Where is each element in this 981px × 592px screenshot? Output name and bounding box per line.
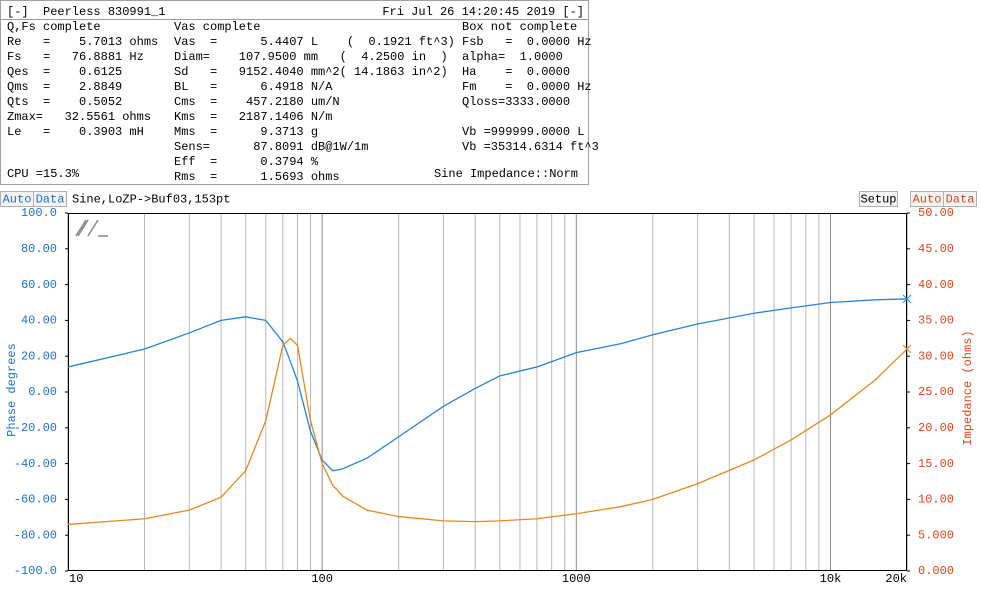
y-tick-label: -20.00	[14, 421, 57, 435]
y2-tick-label: 35.00	[918, 314, 954, 328]
logo	[75, 219, 108, 237]
y-tick-label: 0.00	[28, 385, 57, 399]
series-line	[67, 298, 908, 472]
x-tick-label: 1000	[562, 572, 591, 586]
y-tick-label: -60.00	[14, 493, 57, 507]
parameter-row: Qloss=3333.0000	[462, 95, 571, 109]
parameter-row: Sens= 87.8091 dB@1W/1m	[174, 140, 369, 154]
parameter-row: Fsb = 0.0000 Hz	[462, 35, 592, 49]
column-title: Q,Fs complete	[7, 20, 101, 34]
parameter-row: Re = 5.7013 ohms	[7, 35, 159, 49]
y-tick-label: -100.0	[14, 564, 57, 578]
parameter-row: Mms = 9.3713 g	[174, 125, 319, 139]
header-title: [-] Peerless 830991_1	[7, 5, 166, 19]
parameter-row: Vb =999999.0000 L	[462, 125, 585, 139]
parameter-row: Qes = 0.6125	[7, 65, 123, 79]
parameter-row: BL = 6.4918 N/A	[174, 80, 333, 94]
chart-background	[0, 189, 981, 591]
plot-frame	[68, 213, 907, 571]
setup-button[interactable]	[859, 191, 898, 207]
parameter-row: Kms = 2187.1406 N/m	[174, 110, 333, 124]
y-tick-label: 80.00	[21, 242, 57, 256]
y2-tick-label: 10.00	[918, 493, 954, 507]
y2-tick-label: 25.00	[918, 385, 954, 399]
parameter-row: Zmax= 32.5561 ohms	[7, 110, 152, 124]
parameter-row: Ha = 0.0000	[462, 65, 571, 79]
y2-tick-label: 45.00	[918, 242, 954, 256]
y2-tick-label: 15.00	[918, 457, 954, 471]
y-tick-label: -80.00	[14, 528, 57, 542]
header-date: Fri Jul 26 14:20:45 2019 [-]	[382, 5, 584, 19]
auto-button-label[interactable]: Auto	[913, 193, 942, 207]
y-tick-label: 40.00	[21, 314, 57, 328]
setup-button-label[interactable]: Setup	[860, 193, 896, 207]
parameter-row: Sd = 9152.4040 mm^2( 14.1863 in^2)	[174, 65, 448, 79]
parameter-row: Eff = 0.3794 %	[174, 155, 319, 169]
y-axis-title: Phase degrees	[5, 343, 19, 437]
auto-button-label[interactable]: Auto	[3, 193, 32, 207]
data-button-label[interactable]: Data	[946, 193, 975, 207]
parameter-row: Vas = 5.4407 L ( 0.1921 ft^3)	[174, 35, 455, 49]
x-tick-label: 10k	[820, 572, 842, 586]
separator	[1, 19, 588, 20]
column-title: Box not complete	[462, 20, 578, 34]
y-tick-label: -40.00	[14, 457, 57, 471]
data-button[interactable]	[33, 191, 67, 207]
y2-tick-label: 20.00	[918, 421, 954, 435]
y-tick-label: 100.0	[21, 206, 57, 220]
trace-info: Sine,LoZP->Buf03,153pt	[72, 193, 230, 207]
parameter-row: Qms = 2.8849	[7, 80, 123, 94]
y2-tick-label: 30.00	[918, 349, 954, 363]
parameter-row: Cms = 457.2180 um/N	[174, 95, 340, 109]
y2-tick-label: 50.00	[918, 206, 954, 220]
cursor-marker	[902, 294, 912, 304]
parameter-row: Le = 0.3903 mH	[7, 125, 144, 139]
parameter-row: Vb =35314.6314 ft^3	[462, 140, 599, 154]
y2-axis-title: Impedance (ohms)	[961, 330, 975, 445]
parameter-row: alpha= 1.0000	[462, 50, 563, 64]
parameter-row: Diam= 107.9500 mm ( 4.2500 in )	[174, 50, 448, 64]
parameter-row: Fs = 76.8881 Hz	[7, 50, 144, 64]
series-line	[67, 337, 908, 526]
parameter-row: Qts = 0.5052	[7, 95, 123, 109]
y-tick-label: 20.00	[21, 349, 57, 363]
parameter-panel: [-] Peerless 830991_1 Fri Jul 26 14:20:4…	[0, 0, 599, 185]
y2-tick-label: 40.00	[918, 278, 954, 292]
y-tick-label: 60.00	[21, 278, 57, 292]
parameter-row: Fm = 0.0000 Hz	[462, 80, 592, 94]
mode-status: Sine Impedance::Norm	[433, 167, 578, 181]
data-button-label[interactable]: Data	[36, 193, 65, 207]
plot-area	[65, 212, 912, 572]
x-tick-label: 100	[311, 572, 333, 586]
x-tick-label: 20k	[885, 572, 907, 586]
column-title: Vas complete	[174, 20, 261, 34]
data-button[interactable]	[943, 191, 977, 207]
x-tick-label: 10	[69, 572, 83, 586]
y2-tick-label: 0.000	[918, 564, 954, 578]
parameter-row: Rms = 1.5693 ohms	[174, 170, 340, 184]
y2-tick-label: 5.000	[918, 528, 954, 542]
cpu-status: CPU =15.3%	[7, 167, 80, 181]
cursor-marker	[902, 344, 912, 354]
